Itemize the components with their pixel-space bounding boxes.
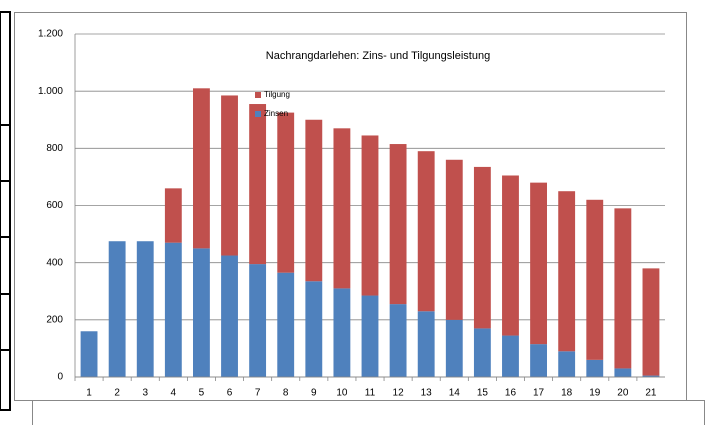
bar-segment <box>445 159 463 320</box>
bar-segment <box>277 272 295 377</box>
bar-segment <box>473 328 491 377</box>
bar-segment <box>614 208 632 369</box>
x-tick-label: 2 <box>114 388 120 399</box>
bar-segment <box>80 331 98 377</box>
legend-label: Tilgung <box>264 90 290 99</box>
x-tick-label: 3 <box>142 388 148 399</box>
y-tick-label: 200 <box>46 314 63 325</box>
y-tick-label: 400 <box>46 257 63 268</box>
x-tick-label: 13 <box>421 388 433 399</box>
bar-segment <box>614 368 632 377</box>
y-tick-label: 600 <box>46 200 63 211</box>
legend-swatch <box>255 111 261 117</box>
x-tick-label: 17 <box>533 388 545 399</box>
bar-segment <box>193 88 210 249</box>
bar-segment <box>530 344 547 377</box>
bar-segment <box>221 255 238 377</box>
x-tick-label: 15 <box>477 388 489 399</box>
bar-segment <box>586 359 604 377</box>
x-tick-label: 6 <box>227 388 233 399</box>
bar-segment <box>305 281 323 377</box>
x-tick-label: 14 <box>449 388 461 399</box>
bar-segment <box>417 311 435 377</box>
cell-column <box>0 11 11 411</box>
bar-segment <box>642 268 660 376</box>
bar-segment <box>502 175 519 336</box>
legend-swatch <box>255 92 261 98</box>
bar-segment <box>389 144 407 305</box>
bar-segment <box>445 319 463 377</box>
bar-segment <box>558 191 576 352</box>
bar-segment <box>558 351 576 377</box>
x-tick-label: 5 <box>199 388 205 399</box>
x-tick-label: 12 <box>393 388 405 399</box>
bar-segment <box>164 242 182 377</box>
x-tick-label: 10 <box>336 388 348 399</box>
bar-segment <box>277 112 295 273</box>
x-tick-label: 8 <box>283 388 289 399</box>
bar-segment <box>530 182 547 345</box>
x-tick-label: 1 <box>86 388 92 399</box>
x-tick-label: 16 <box>505 388 517 399</box>
x-tick-label: 21 <box>645 388 657 399</box>
bar-segment <box>473 166 491 329</box>
x-tick-label: 18 <box>561 388 573 399</box>
legend-label: Zinsen <box>264 109 288 118</box>
bar-segment <box>221 95 238 256</box>
bar-segment <box>108 241 126 377</box>
y-tick-label: 1.200 <box>38 29 63 40</box>
bar-segment <box>502 335 519 377</box>
y-tick-label: 0 <box>57 372 63 383</box>
x-tick-label: 4 <box>171 388 177 399</box>
bar-segment <box>361 295 379 377</box>
x-tick-label: 19 <box>589 388 601 399</box>
bar-segment <box>642 375 660 377</box>
x-tick-label: 11 <box>365 388 376 399</box>
chart-title: Nachrangdarlehen: Zins- und Tilgungsleis… <box>266 50 490 62</box>
y-tick-label: 1.000 <box>38 86 63 97</box>
bar-segment <box>136 241 154 377</box>
bar-segment <box>333 288 351 377</box>
bar-segment <box>586 199 604 360</box>
bar-segment <box>389 304 407 377</box>
x-tick-label: 9 <box>311 388 317 399</box>
bar-segment <box>249 104 267 265</box>
next-chart-frame <box>32 400 705 425</box>
bar-segment <box>164 188 182 243</box>
bar-segment <box>417 151 435 312</box>
bar-segment <box>361 135 379 296</box>
bar-segment <box>305 119 323 282</box>
y-tick-label: 800 <box>46 143 63 154</box>
x-tick-label: 7 <box>255 388 261 399</box>
bar-segment <box>193 248 210 377</box>
bar-segment <box>249 264 267 377</box>
bar-segment <box>333 128 351 289</box>
x-tick-label: 20 <box>617 388 629 399</box>
